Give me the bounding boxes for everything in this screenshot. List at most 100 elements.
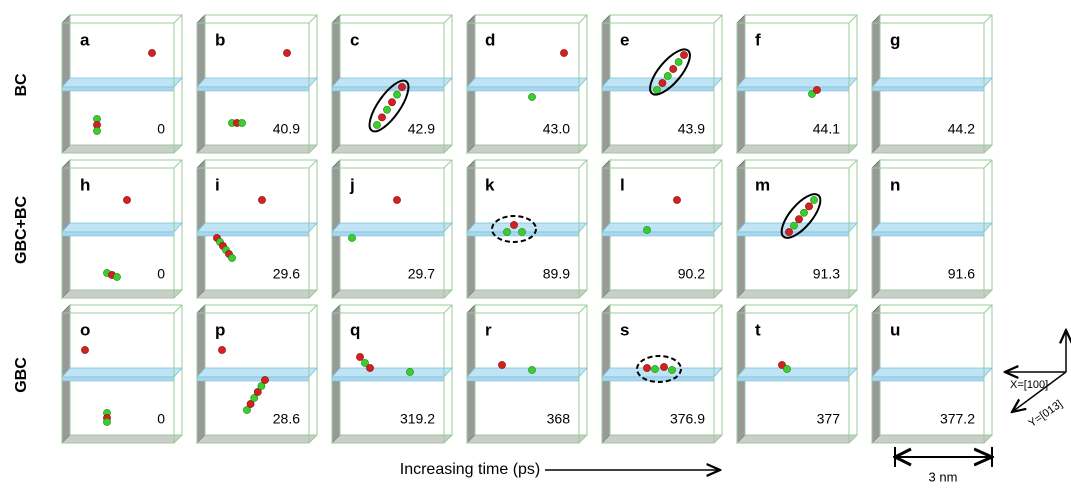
- boundary-plane: [736, 367, 858, 378]
- panel-time: 89.9: [543, 266, 570, 282]
- box-floor: [601, 434, 723, 444]
- atom: [805, 202, 813, 211]
- plane-edge: [736, 376, 850, 382]
- panel: f 44.1: [736, 14, 858, 154]
- highlight-ellipse: [636, 355, 682, 383]
- atom: [785, 228, 793, 236]
- box-edges: [578, 14, 588, 154]
- panel: k 89.9: [466, 159, 588, 299]
- boundary-plane: [871, 367, 993, 378]
- panel: l 90.2: [601, 159, 723, 299]
- box-edges: [713, 159, 723, 299]
- atom: [680, 51, 688, 59]
- row-label: GBC+BC: [13, 196, 30, 264]
- panel-time: 43.0: [543, 121, 570, 137]
- box-front: [601, 167, 715, 299]
- box-edges: [443, 159, 453, 299]
- box-edges: [173, 304, 183, 444]
- atom: [243, 406, 251, 414]
- atom: [810, 196, 818, 204]
- atom: [669, 65, 678, 73]
- atom: [398, 83, 406, 91]
- panel-time: 0: [157, 266, 165, 282]
- atom: [673, 196, 681, 204]
- panel-letter: f: [755, 30, 761, 49]
- boundary-plane: [61, 77, 183, 88]
- panel-letter: a: [80, 30, 90, 49]
- panel-letter: l: [620, 175, 625, 194]
- box-edges: [578, 304, 588, 444]
- box-edges: [173, 14, 183, 154]
- box-front: [331, 22, 445, 154]
- box-floor: [466, 144, 588, 154]
- x-axis-label: X=[100]: [1010, 379, 1048, 391]
- box-front: [331, 167, 445, 299]
- panel-time: 40.9: [273, 121, 300, 137]
- plane-edge: [736, 86, 850, 92]
- box-edges: [443, 304, 453, 444]
- panel-letter: g: [890, 30, 900, 49]
- atom: [643, 226, 651, 234]
- box-floor: [871, 434, 993, 444]
- atom: [238, 119, 246, 127]
- panel: p 28.6: [196, 304, 318, 444]
- boundary-plane: [196, 222, 318, 233]
- atom: [246, 400, 255, 408]
- plane-edge: [601, 376, 715, 382]
- panel-time: 28.6: [273, 411, 300, 427]
- box-edges: [983, 14, 993, 154]
- panel-time: 90.2: [678, 266, 705, 282]
- atom: [218, 346, 226, 354]
- box-front: [61, 22, 175, 154]
- panel-time: 368: [547, 411, 571, 427]
- atom: [228, 254, 236, 262]
- panel-letter: d: [485, 30, 495, 49]
- highlight-ellipse: [780, 193, 822, 239]
- box-edges: [848, 304, 858, 444]
- boundary-plane: [601, 222, 723, 233]
- panel: g 44.2: [871, 14, 993, 154]
- plane-edge: [61, 376, 175, 382]
- box-floor: [61, 289, 183, 299]
- panel-time: 44.2: [948, 121, 975, 137]
- panel: s 376.9: [601, 304, 723, 444]
- atom: [813, 86, 821, 94]
- plane-edge: [196, 86, 310, 92]
- atom: [81, 346, 89, 354]
- panel-time: 29.6: [273, 266, 300, 282]
- atom: [261, 376, 269, 384]
- plane-edge: [871, 86, 985, 92]
- box-floor: [466, 434, 588, 444]
- atom: [510, 221, 518, 229]
- y-axis-arrow: [1012, 371, 1067, 412]
- box-front: [466, 167, 580, 299]
- plane-edge: [871, 231, 985, 237]
- highlight-ellipse: [491, 215, 537, 243]
- panel: d 43.0: [466, 14, 588, 154]
- boundary-plane: [466, 77, 588, 88]
- box-floor: [61, 144, 183, 154]
- atom: [258, 196, 266, 204]
- panel-time: 0: [157, 411, 165, 427]
- atom: [790, 221, 798, 230]
- atom: [393, 196, 401, 204]
- time-axis-label: Increasing time (ps): [400, 461, 541, 478]
- atom: [406, 368, 414, 376]
- panel-letter: s: [620, 320, 629, 339]
- panel-letter: j: [349, 175, 355, 194]
- box-front: [196, 312, 310, 444]
- box-front: [331, 312, 445, 444]
- atom: [528, 366, 536, 374]
- panel-letter: r: [485, 320, 492, 339]
- box-floor: [196, 434, 318, 444]
- box-front: [736, 22, 850, 154]
- box-edges: [578, 159, 588, 299]
- panel: o0: [61, 304, 183, 444]
- box-edges: [308, 14, 318, 154]
- panel-time: 91.6: [948, 266, 975, 282]
- atom: [283, 49, 291, 57]
- plane-edge: [196, 231, 310, 237]
- panel-letter: h: [80, 175, 90, 194]
- y-axis-label: Y=[013]: [1027, 398, 1065, 430]
